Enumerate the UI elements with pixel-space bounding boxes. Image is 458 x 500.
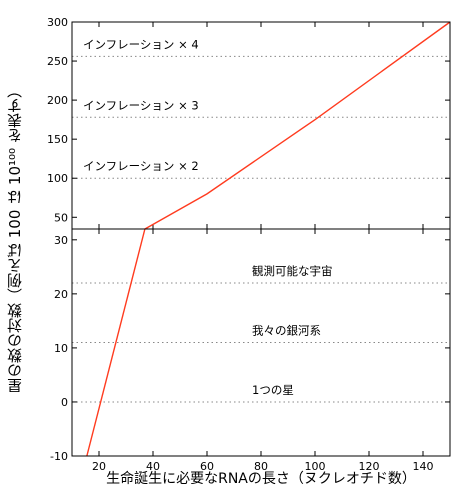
- plot-frame: [71, 21, 451, 230]
- x-tick-label: 80: [254, 460, 268, 473]
- series-line: [86, 228, 146, 457]
- y-tick-label: 300: [47, 16, 68, 29]
- x-tick-label: 20: [92, 460, 106, 473]
- y-tick-label: 250: [47, 55, 68, 68]
- y-tick-label: -10: [50, 450, 68, 463]
- y-axis-label: 星の数の対数（例えば 100 は 10¹⁰⁰ を表す）: [6, 83, 24, 393]
- y-tick-label: 200: [47, 94, 68, 107]
- x-tick-label: 40: [146, 460, 160, 473]
- x-tick-label: 140: [413, 460, 434, 473]
- y-tick-label: 10: [54, 342, 68, 355]
- reference-label: 観測可能な宇宙: [252, 264, 333, 278]
- reference-label: 我々の銀河系: [252, 324, 321, 338]
- series-line: [144, 21, 451, 230]
- reference-label: インフレーション × 2: [83, 159, 199, 173]
- reference-label: インフレーション × 3: [83, 98, 199, 112]
- x-tick-label: 100: [305, 460, 326, 473]
- y-tick-label: 30: [54, 234, 68, 247]
- y-tick-label: 100: [47, 172, 68, 185]
- plot-frame: [71, 228, 451, 457]
- y-tick-label: 150: [47, 133, 68, 146]
- y-tick-label: 50: [54, 211, 68, 224]
- y-tick-label: 20: [54, 288, 68, 301]
- reference-label: 1つの星: [252, 383, 294, 397]
- reference-label: インフレーション × 4: [83, 37, 199, 51]
- y-tick-label: 0: [61, 396, 68, 409]
- x-axis-label: 生命誕生に必要なRNAの長さ（ヌクレオチド数）: [106, 471, 416, 487]
- x-tick-label: 60: [200, 460, 214, 473]
- x-tick-label: 120: [359, 460, 380, 473]
